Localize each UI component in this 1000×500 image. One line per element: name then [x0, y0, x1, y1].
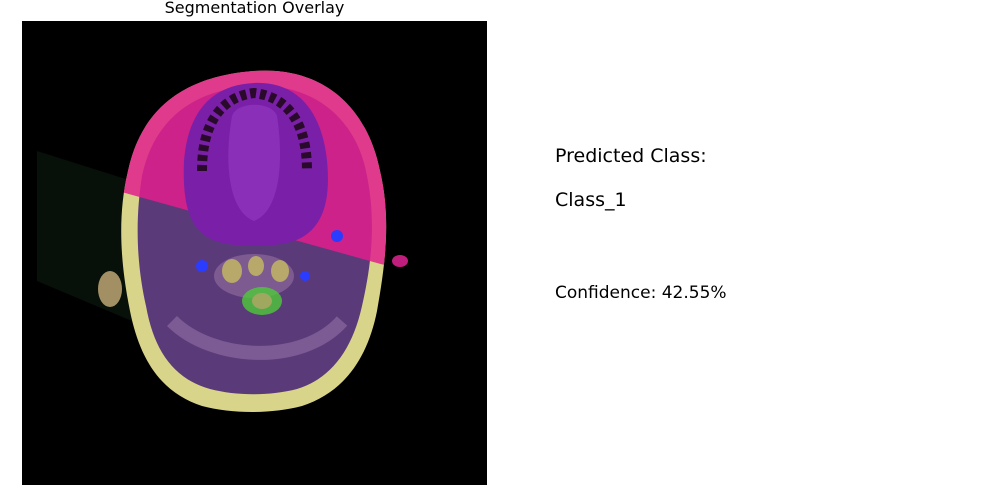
predicted-class-heading: Predicted Class: — [555, 145, 707, 167]
overlay-title: Segmentation Overlay — [164, 0, 345, 17]
confidence-text: Confidence: 42.55% — [555, 283, 727, 303]
predicted-class-value: Class_1 — [555, 189, 627, 211]
mri-scan-illustration — [22, 21, 487, 485]
segmentation-overlay-image — [22, 21, 487, 485]
